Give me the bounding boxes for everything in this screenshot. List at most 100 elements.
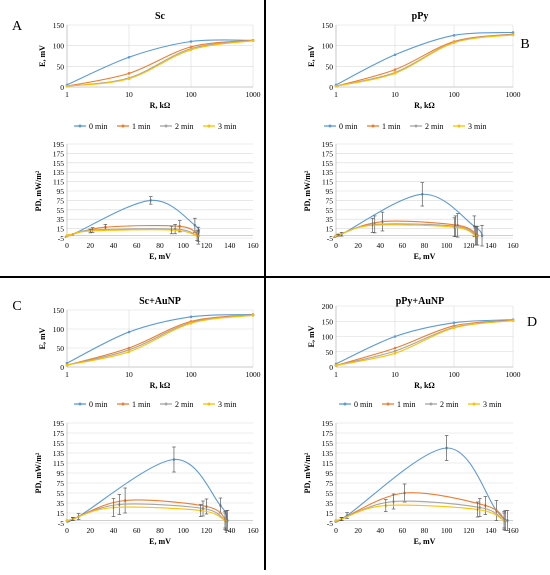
data-point <box>452 326 456 330</box>
y-tick-label: -5 <box>58 234 64 243</box>
data-point <box>393 349 397 353</box>
y-tick-label: 100 <box>322 333 334 342</box>
y-tick-label: 135 <box>53 449 65 458</box>
legend-item: 2 min <box>160 122 193 131</box>
legend-item: 0 min <box>339 400 372 409</box>
legend-item: 2 min <box>410 122 443 131</box>
data-point <box>127 55 131 59</box>
data-point <box>334 364 338 367</box>
x-tick-label: 160 <box>507 241 519 250</box>
x-tick-label: 100 <box>448 370 460 379</box>
y-tick-label: 15 <box>57 509 65 518</box>
y-tick-label: 155 <box>322 439 334 448</box>
y-tick-label: 0 <box>329 83 333 92</box>
x-axis-label: R, kΩ <box>414 381 435 390</box>
y-tick-label: 195 <box>53 419 65 428</box>
legend-marker <box>164 124 168 128</box>
legend-item: 3 min <box>203 400 236 409</box>
legend-marker <box>457 124 461 128</box>
x-tick-label: 100 <box>178 241 190 250</box>
y-tick-label: 155 <box>53 159 65 168</box>
data-point <box>393 351 397 355</box>
legend-marker <box>371 124 375 128</box>
y-tick-label: 95 <box>326 187 334 196</box>
y-tick-label: 35 <box>326 215 334 224</box>
data-point <box>334 84 338 88</box>
y-tick-label: 0 <box>329 363 333 372</box>
y-tick-label: 175 <box>53 429 65 438</box>
x-tick-label: 60 <box>133 526 141 535</box>
x-tick-label: 1000 <box>246 370 261 379</box>
data-point <box>251 314 255 317</box>
y-tick-label: 100 <box>53 42 65 51</box>
y-tick-label: 75 <box>57 196 65 205</box>
y-tick-label: 115 <box>53 178 64 187</box>
y-tick-label: 115 <box>322 178 333 187</box>
y-tick-label: 155 <box>53 439 65 448</box>
legend-label: 0 min <box>89 400 107 409</box>
x-axis-label: E, mV <box>149 537 171 546</box>
y-tick-label: 195 <box>322 419 334 428</box>
x-tick-label: 40 <box>110 526 118 535</box>
legend-item: 1 min <box>367 122 400 131</box>
legend-item: 1 min <box>382 400 415 409</box>
chart-1: 0 50 100 150 1 10 100 1000 R, kΩ E, mV Sc A 0 min 1 m… <box>12 11 261 131</box>
legend-label: 2 min <box>175 400 193 409</box>
legend-marker <box>164 402 168 406</box>
series-line <box>335 34 514 87</box>
legend-label: 0 min <box>339 122 357 131</box>
series-line <box>333 193 483 239</box>
legend-label: 1 min <box>382 122 400 131</box>
y-tick-label: 15 <box>326 225 334 234</box>
y-tick-label: 50 <box>326 348 334 357</box>
series-line <box>66 314 254 364</box>
legend-item: 0 min <box>74 400 107 409</box>
legend-label: 3 min <box>218 122 236 131</box>
chart-title: Sc <box>155 11 166 22</box>
y-tick-label: 100 <box>53 325 65 334</box>
y-tick-label: 195 <box>53 140 65 149</box>
y-tick-label: 135 <box>322 168 334 177</box>
x-tick-label: 140 <box>224 241 236 250</box>
series-line <box>66 314 254 366</box>
y-tick-label: 55 <box>326 206 334 215</box>
y-axis-label: E, mV <box>38 327 47 349</box>
y-tick-label: 115 <box>322 459 333 468</box>
y-tick-label: 150 <box>53 306 65 315</box>
series-line <box>335 320 514 367</box>
x-axis-label: E, mV <box>149 252 171 261</box>
y-tick-label: 95 <box>57 469 65 478</box>
legend-marker <box>121 402 125 406</box>
chart-title: Sc+AuNP <box>139 296 181 307</box>
legend-label: 1 min <box>397 400 415 409</box>
legend-label: 0 min <box>354 400 372 409</box>
data-point <box>334 519 338 522</box>
legend-item: 0 min <box>324 122 357 131</box>
x-tick-label: 120 <box>201 526 213 535</box>
legend-marker <box>414 124 418 128</box>
data-point <box>189 40 193 43</box>
legend-marker <box>121 124 125 128</box>
series-line <box>335 33 514 87</box>
legend-item: 1 min <box>117 400 150 409</box>
panel-letter: B <box>520 37 529 52</box>
y-axis-label: PD, mW/m² <box>303 170 312 211</box>
x-tick-label: 20 <box>354 526 362 535</box>
series-line <box>66 39 254 87</box>
y-tick-label: -5 <box>58 519 64 528</box>
x-tick-label: 1000 <box>506 90 521 99</box>
data-point <box>393 346 397 350</box>
legend-label: 2 min <box>175 122 193 131</box>
panel-letter: D <box>527 315 537 330</box>
x-tick-label: 40 <box>377 526 385 535</box>
data-point <box>334 234 338 237</box>
x-tick-label: 80 <box>421 241 429 250</box>
x-tick-label: 10 <box>125 90 133 99</box>
legend: 0 min 1 min 2 min 3 min <box>74 400 236 409</box>
x-tick-label: 20 <box>87 241 95 250</box>
series-line <box>335 33 514 87</box>
